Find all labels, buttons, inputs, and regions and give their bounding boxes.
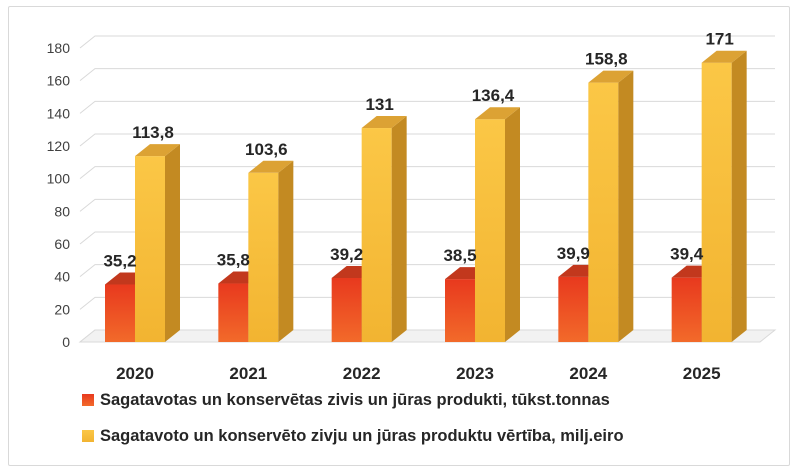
- x-category-label: 2022: [343, 364, 381, 383]
- bar-side: [618, 70, 634, 343]
- bar-yellow-2022: [361, 116, 407, 343]
- gridline: [79, 133, 775, 147]
- bar-top: [135, 144, 180, 157]
- gridline: [79, 68, 775, 82]
- legend-swatch-yellow: [82, 430, 94, 442]
- bar-side: [278, 160, 294, 342]
- data-label-red: 39,2: [330, 245, 363, 264]
- bar-front: [248, 172, 279, 342]
- data-label-yellow: 171: [705, 30, 733, 49]
- x-category-label: 2021: [229, 364, 267, 383]
- bar-top: [361, 116, 407, 129]
- y-tick-label: 100: [47, 171, 71, 187]
- bar-top: [475, 107, 520, 120]
- gridline: [79, 296, 775, 310]
- bar-yellow-2024: [588, 70, 634, 343]
- data-label-red: 38,5: [443, 246, 476, 265]
- bar-front: [671, 277, 702, 342]
- x-axis: 2020 2021 2022 2023 2024 2025: [116, 364, 720, 383]
- bar-side: [165, 144, 180, 342]
- y-axis: 0 20 40 60 80 100 120 140 160 180: [47, 40, 71, 350]
- bar-front: [331, 277, 362, 342]
- gridline: [79, 231, 775, 245]
- bar-front: [105, 284, 135, 342]
- data-label-red: 35,2: [103, 252, 136, 271]
- data-label-red: 39,4: [670, 245, 704, 264]
- bar-front: [361, 128, 392, 342]
- data-label-yellow: 113,8: [132, 123, 174, 142]
- legend-item-series-1: Sagatavotas un konservētas zivis un jūra…: [82, 389, 610, 411]
- x-category-label: 2020: [116, 364, 154, 383]
- gridline: [79, 35, 775, 49]
- bar-front: [701, 62, 732, 342]
- data-label-yellow: 158,8: [585, 50, 628, 69]
- y-tick-label: 160: [47, 73, 71, 89]
- bar-side: [391, 116, 407, 343]
- data-label-red: 35,8: [217, 251, 250, 270]
- x-category-label: 2025: [683, 364, 721, 383]
- y-tick-label: 80: [54, 203, 70, 219]
- bar-top: [701, 50, 747, 63]
- bar-front: [558, 276, 589, 342]
- bar-front: [588, 82, 619, 343]
- gridlines: [79, 35, 775, 343]
- legend-label-series-1: Sagatavotas un konservētas zivis un jūra…: [100, 390, 610, 409]
- bar-yellow-2023: [475, 107, 520, 342]
- gridline: [79, 100, 775, 114]
- gridline: [79, 264, 775, 278]
- bar-front: [475, 119, 505, 342]
- y-tick-label: 40: [54, 269, 70, 285]
- data-label-yellow: 103,6: [245, 140, 288, 159]
- bar-front: [445, 279, 475, 342]
- data-label-yellow: 131: [365, 95, 393, 114]
- y-tick-label: 180: [47, 40, 71, 56]
- bar-side: [505, 107, 520, 342]
- gridline: [79, 166, 775, 180]
- data-label-yellow: 136,4: [472, 86, 515, 105]
- x-category-label: 2023: [456, 364, 494, 383]
- bar-front: [218, 283, 249, 342]
- y-tick-label: 60: [54, 236, 70, 252]
- legend-swatch-red: [82, 394, 94, 406]
- chart-floor: [78, 329, 777, 343]
- bar-top: [248, 160, 294, 173]
- legend-item-series-2: Sagatavoto un konservēto zivju un jūras …: [82, 425, 624, 447]
- y-tick-label: 140: [47, 105, 71, 121]
- bar-side: [731, 50, 747, 342]
- gridline: [79, 198, 775, 212]
- legend-label-series-2: Sagatavoto un konservēto zivju un jūras …: [100, 426, 624, 445]
- bar-yellow-2020: [135, 144, 180, 342]
- bars: [105, 50, 747, 343]
- bar-yellow-2025: [701, 50, 747, 342]
- y-tick-label: 0: [62, 334, 70, 350]
- bar-yellow-2021: [248, 160, 294, 342]
- chart-floor-plane: [78, 329, 777, 343]
- data-labels: 35,2 113,8 35,8 103,6 39,2 131 38,5 136,4 39,9 15…: [103, 30, 733, 271]
- data-label-red: 39,9: [557, 244, 590, 263]
- y-tick-label: 20: [54, 301, 70, 317]
- bar-front: [135, 156, 165, 342]
- x-category-label: 2024: [569, 364, 607, 383]
- bar-top: [588, 70, 634, 83]
- y-tick-label: 120: [47, 138, 71, 154]
